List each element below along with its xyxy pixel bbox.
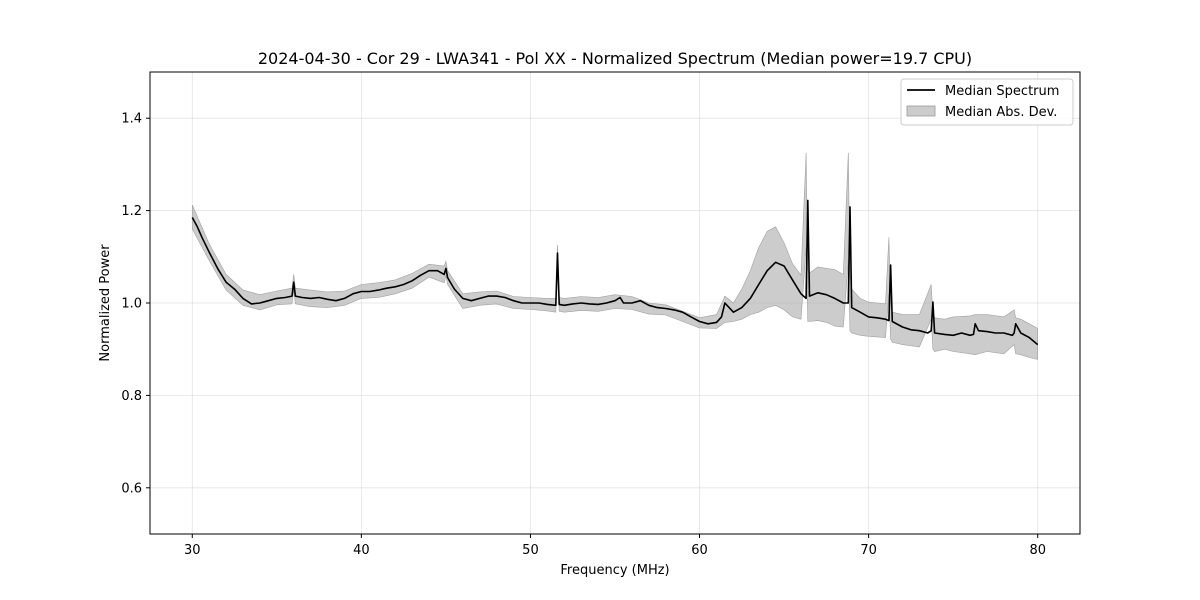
x-tick-label: 40 [353, 543, 370, 558]
legend: Median Spectrum Median Abs. Dev. [900, 78, 1074, 126]
mad-band [192, 152, 1038, 360]
legend-box [900, 78, 1074, 126]
mad-band-layer [192, 152, 1038, 360]
y-tick-label: 0.6 [121, 481, 142, 496]
x-tick-label: 80 [1029, 543, 1046, 558]
legend-mad-label: Median Abs. Dev. [945, 105, 1057, 120]
median-line-layer [191, 199, 1039, 346]
x-tick-label: 30 [184, 543, 201, 558]
x-tick-label: 70 [860, 543, 877, 558]
chart-title: 2024-04-30 - Cor 29 - LWA341 - Pol XX - … [258, 49, 972, 68]
x-tick-label: 50 [522, 543, 539, 558]
x-axis-label: Frequency (MHz) [560, 563, 669, 578]
axis-ticks: 30 40 50 60 70 80 0.6 0.8 1.0 1.2 1.4 [121, 112, 1046, 558]
y-tick-label: 1.2 [121, 204, 142, 219]
y-tick-label: 1.4 [121, 112, 142, 127]
x-tick-label: 60 [691, 543, 708, 558]
legend-median-label: Median Spectrum [945, 84, 1059, 99]
y-axis-label: Normalized Power [98, 244, 113, 362]
median-spectrum-line [191, 199, 1039, 346]
y-tick-label: 1.0 [121, 297, 142, 312]
legend-mad-swatch [906, 105, 936, 117]
y-tick-label: 0.8 [121, 389, 142, 404]
